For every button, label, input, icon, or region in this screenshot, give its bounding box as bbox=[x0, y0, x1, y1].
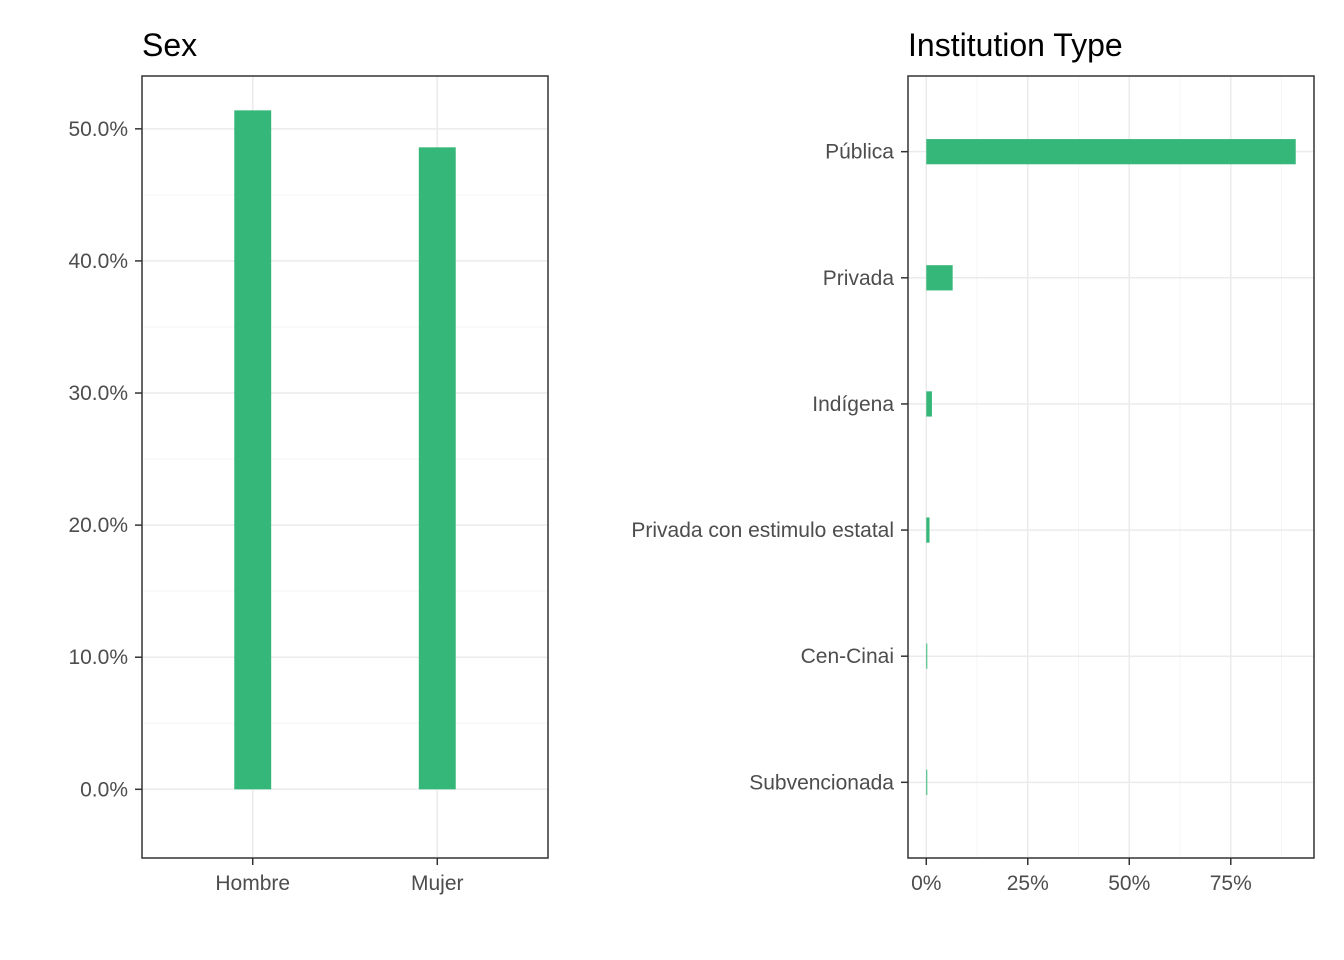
institution-type-y-tick-label: Pública bbox=[825, 141, 894, 164]
sex-chart-title: Sex bbox=[142, 27, 197, 63]
institution-type-x-tick-label: 50% bbox=[1108, 872, 1150, 895]
sex-y-axis: 0.0% 10.0% 20.0% 30.0% 40.0% 50.0% bbox=[68, 118, 142, 801]
institution-type-y-tick-label: Privada bbox=[823, 267, 895, 290]
sex-bars bbox=[234, 110, 456, 790]
institution-type-y-tick-label: Indígena bbox=[812, 393, 894, 416]
sex-gridlines bbox=[142, 76, 548, 858]
bar-subvencionada bbox=[926, 769, 928, 795]
bar-cen-cinai bbox=[926, 643, 928, 669]
sex-y-tick-label: 50.0% bbox=[68, 118, 128, 141]
sex-chart-panel: Sex 0.0% 10.0% 20.0% 30.0% 40.0% 50.0% Hombre… bbox=[68, 27, 549, 895]
sex-x-tick-label: Mujer bbox=[411, 872, 464, 895]
bar-publica bbox=[926, 139, 1296, 165]
institution-type-y-tick-label: Cen-Cinai bbox=[801, 645, 894, 668]
sex-panel-border bbox=[141, 75, 549, 859]
bar-indigena bbox=[926, 391, 932, 417]
institution-type-x-tick-label: 75% bbox=[1210, 872, 1252, 895]
bar-privada-con-estimulo-estatal bbox=[926, 517, 930, 543]
sex-x-axis: Hombre Mujer bbox=[215, 858, 464, 895]
sex-y-tick-label: 10.0% bbox=[68, 646, 128, 669]
sex-y-tick-label: 20.0% bbox=[68, 514, 128, 537]
institution-type-chart-panel: Institution Type PúblicaPrivadaIndígenaP… bbox=[631, 27, 1315, 895]
institution-type-bars bbox=[926, 139, 1296, 795]
sex-y-tick-label: 40.0% bbox=[68, 250, 128, 273]
bar-hombre bbox=[234, 110, 272, 790]
institution-type-y-axis: Pública Privada Indígena Privada con estimu… bbox=[631, 141, 908, 794]
institution-type-panel-border bbox=[907, 75, 1315, 859]
bar-privada bbox=[926, 265, 953, 291]
institution-type-chart-title: Institution Type bbox=[908, 27, 1123, 63]
institution-type-gridlines bbox=[908, 76, 1314, 858]
institution-type-x-axis: 0% 25% 50% 75% bbox=[911, 858, 1252, 895]
institution-type-y-tick-label: Privada con estimulo estatal bbox=[631, 519, 894, 542]
bar-mujer bbox=[418, 147, 456, 790]
sex-x-tick-label: Hombre bbox=[215, 872, 290, 895]
institution-type-x-tick-label: 0% bbox=[911, 872, 941, 895]
sex-y-tick-label: 30.0% bbox=[68, 382, 128, 405]
sex-y-tick-label: 0.0% bbox=[80, 778, 128, 801]
institution-type-x-tick-label: 25% bbox=[1007, 872, 1049, 895]
institution-type-y-tick-label: Subvencionada bbox=[749, 771, 894, 794]
